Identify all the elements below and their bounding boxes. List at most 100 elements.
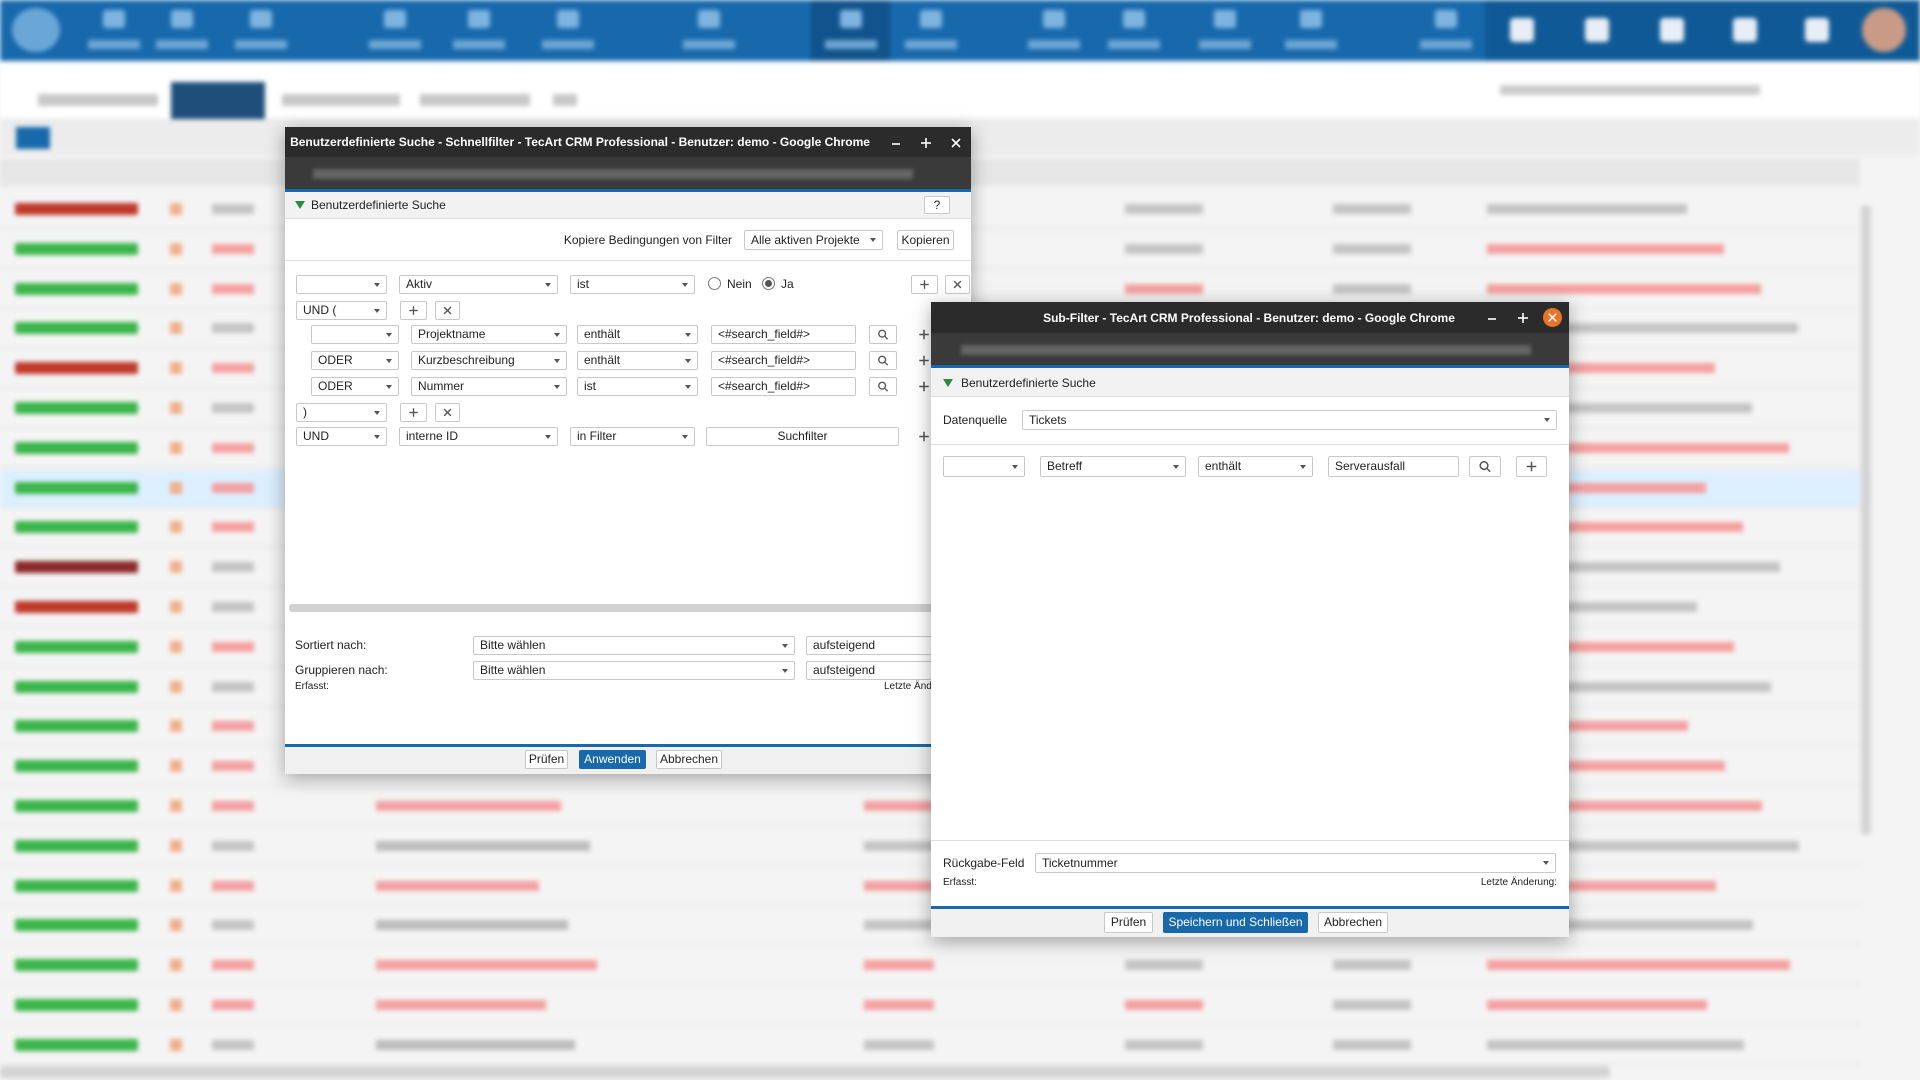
button[interactable]: Suchfilter (706, 427, 899, 446)
dropdown[interactable]: interne ID (399, 427, 558, 446)
status-pill (15, 282, 138, 295)
dropdown[interactable]: Nummer (411, 377, 567, 396)
dropdown-arrow (1300, 464, 1306, 469)
minimize-button[interactable] (1482, 308, 1502, 328)
icon-stroke (878, 355, 887, 364)
row-icon (170, 322, 182, 335)
radio[interactable] (762, 277, 775, 290)
button[interactable]: Abbrechen (656, 750, 722, 769)
input-value: <#search_field#> (718, 327, 811, 341)
dropdown[interactable]: Ticketnummer (1035, 853, 1556, 873)
filter-dialog: Benutzerdefinierte Suche - Schnellfilter… (285, 127, 971, 774)
group-label: Gruppieren nach: (295, 663, 388, 677)
status-pill (15, 322, 138, 335)
header-title: Benutzerdefinierte Suche (311, 198, 446, 212)
nav-icon (1043, 10, 1065, 28)
button[interactable]: ? (924, 196, 950, 214)
dropdown[interactable] (943, 456, 1025, 477)
plus-button[interactable] (400, 403, 427, 422)
dropdown-value: Aktiv (406, 277, 433, 291)
row-icon (170, 203, 182, 215)
plus-button[interactable] (911, 377, 937, 396)
search-button[interactable] (869, 377, 897, 396)
remove-button[interactable] (435, 403, 460, 422)
row-owner (864, 801, 934, 811)
dropdown[interactable]: Betreff (1040, 456, 1186, 477)
dropdown[interactable]: aufsteigend (806, 661, 956, 680)
dropdown[interactable]: ist (577, 377, 698, 396)
h-scrollbar (289, 604, 971, 612)
status-pill (15, 601, 138, 613)
button[interactable]: Prüfen (1104, 912, 1153, 933)
remove-icon (953, 280, 962, 289)
dropdown[interactable]: UND (296, 427, 387, 446)
dropdown[interactable]: ODER (311, 351, 399, 370)
plus-button[interactable] (911, 427, 937, 446)
plus-icon (919, 329, 929, 340)
tab (38, 94, 158, 106)
dropdown[interactable]: UND ( (296, 301, 387, 320)
text-input[interactable]: <#search_field#> (711, 377, 856, 396)
search-button[interactable] (1469, 456, 1501, 477)
plus-button[interactable] (916, 133, 936, 153)
button[interactable]: Prüfen (525, 750, 568, 769)
copy-label: Kopiere Bedingungen von Filter (563, 233, 732, 247)
text-input[interactable]: <#search_field#> (711, 351, 856, 370)
dropdown[interactable]: enthält (577, 351, 698, 370)
radio[interactable] (708, 277, 721, 290)
dropdown[interactable]: aufsteigend (806, 636, 956, 655)
row-tags (1487, 1039, 1744, 1050)
dropdown[interactable] (311, 325, 399, 344)
close-button[interactable] (1543, 308, 1562, 327)
plus-icon (920, 280, 929, 289)
dropdown[interactable]: ODER (311, 377, 399, 396)
button[interactable]: Abbrechen (1318, 912, 1388, 933)
dropdown[interactable]: ist (570, 275, 695, 294)
nav-icon (468, 10, 490, 28)
dropdown[interactable]: Projektname (411, 325, 567, 344)
button[interactable]: Anwenden (579, 750, 646, 769)
sort-label: Sortiert nach: (295, 638, 367, 652)
row-icon (170, 441, 182, 454)
dropdown[interactable]: Kurzbeschreibung (411, 351, 567, 370)
dropdown[interactable]: Alle aktiven Projekte (744, 230, 883, 250)
row-tags (1487, 323, 1798, 334)
minimize-button[interactable] (886, 133, 906, 153)
remove-button[interactable] (946, 133, 966, 153)
logo (12, 8, 60, 52)
dropdown-arrow (782, 668, 788, 673)
plus-button[interactable] (1513, 308, 1533, 328)
icon-stroke (953, 280, 962, 289)
text-input[interactable]: Serverausfall (1328, 456, 1459, 477)
plus-button[interactable] (911, 351, 937, 370)
row-divider (0, 984, 1860, 986)
remove-button[interactable] (1543, 308, 1562, 327)
row-owner (864, 880, 934, 891)
row-icon (170, 521, 182, 534)
plus-button[interactable] (911, 325, 937, 344)
button[interactable]: Kopieren (897, 230, 954, 250)
row-icon (170, 919, 182, 932)
dropdown[interactable]: Aktiv (399, 275, 558, 294)
dropdown[interactable]: Tickets (1022, 410, 1557, 430)
dropdown[interactable]: enthält (577, 325, 698, 344)
remove-button[interactable] (435, 301, 460, 320)
button[interactable]: Speichern und Schließen (1163, 912, 1308, 933)
dropdown[interactable] (296, 275, 387, 294)
plus-button[interactable] (400, 301, 427, 320)
nav-icon (1660, 18, 1684, 42)
plus-button[interactable] (911, 275, 938, 294)
dropdown[interactable]: Bitte wählen (473, 661, 795, 680)
dropdown[interactable]: Bitte wählen (473, 636, 795, 655)
remove-button[interactable] (945, 275, 970, 294)
dropdown[interactable]: in Filter (570, 427, 695, 446)
plus-button[interactable] (1516, 456, 1547, 477)
dropdown[interactable]: ) (296, 403, 387, 422)
dropdown[interactable]: enthält (1198, 456, 1313, 477)
row-divider (0, 864, 1860, 866)
search-button[interactable] (869, 351, 897, 370)
search-button[interactable] (869, 325, 897, 344)
radio-dot (765, 280, 772, 287)
dropdown-value: ODER (318, 379, 353, 393)
text-input[interactable]: <#search_field#> (711, 325, 856, 344)
